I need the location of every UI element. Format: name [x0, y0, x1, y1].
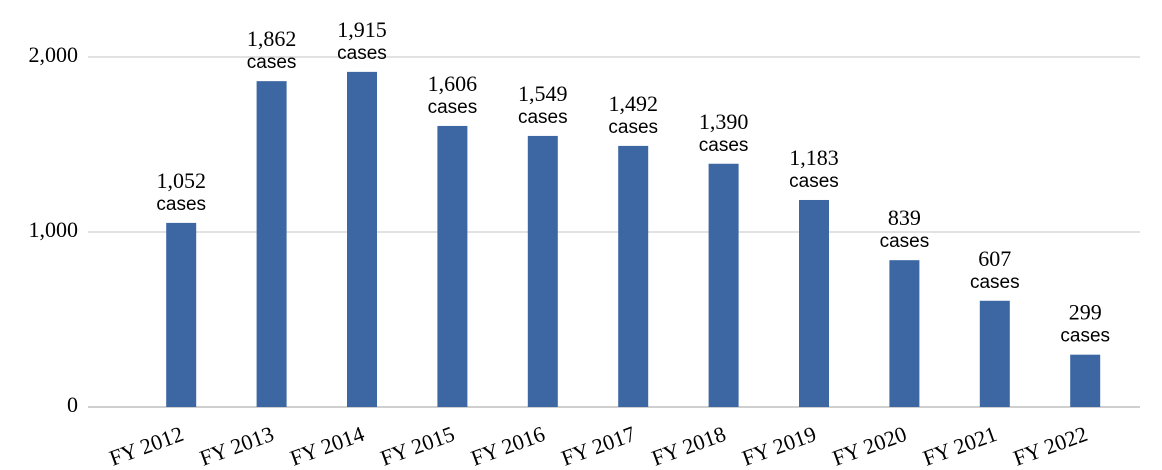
bar — [618, 145, 649, 407]
bar — [166, 222, 197, 407]
y-tick-label: 1,000 — [29, 217, 79, 242]
bar — [347, 71, 377, 407]
value-label-unit: cases — [880, 231, 930, 252]
x-tick-label: FY 2021 — [920, 421, 1001, 470]
value-label-unit: cases — [428, 97, 478, 118]
value-label-unit: cases — [699, 135, 749, 156]
bar — [256, 81, 287, 408]
x-tick-label: FY 2016 — [468, 421, 549, 470]
value-label: 1,390 — [699, 109, 749, 134]
value-label: 839 — [888, 205, 921, 230]
bar — [1070, 354, 1101, 407]
value-label: 1,183 — [789, 145, 839, 170]
x-tick-label: FY 2017 — [558, 421, 639, 470]
value-label-unit: cases — [518, 107, 568, 128]
x-tick-label: FY 2020 — [829, 421, 910, 470]
y-tick-label: 0 — [67, 392, 78, 417]
value-label-unit: cases — [608, 117, 658, 138]
value-label-unit: cases — [970, 272, 1020, 293]
bar — [889, 260, 920, 407]
value-label: 1,606 — [428, 71, 478, 96]
value-label: 607 — [978, 246, 1011, 271]
bar — [799, 199, 829, 407]
value-label: 299 — [1069, 300, 1102, 325]
value-label: 1,492 — [608, 91, 658, 116]
bar — [437, 125, 468, 407]
value-label: 1,052 — [156, 168, 206, 193]
x-tick-label: FY 2018 — [648, 421, 729, 470]
bar — [979, 300, 1010, 407]
bar — [527, 135, 558, 408]
x-tick-label: FY 2014 — [287, 421, 368, 470]
value-label-unit: cases — [337, 43, 387, 64]
value-label: 1,862 — [247, 26, 297, 51]
value-label-unit: cases — [156, 194, 206, 215]
x-tick-label: FY 2013 — [196, 421, 277, 470]
x-tick-label: FY 2015 — [377, 421, 458, 470]
x-tick-label: FY 2012 — [106, 421, 187, 470]
y-tick-label: 2,000 — [29, 42, 79, 67]
value-label-unit: cases — [789, 171, 839, 192]
value-label-unit: cases — [247, 52, 297, 73]
value-label: 1,549 — [518, 81, 568, 106]
x-tick-label: FY 2019 — [739, 421, 820, 470]
bar — [708, 163, 739, 407]
value-label: 1,915 — [337, 17, 387, 42]
value-label-unit: cases — [1060, 326, 1110, 347]
x-tick-label: FY 2022 — [1010, 421, 1091, 470]
